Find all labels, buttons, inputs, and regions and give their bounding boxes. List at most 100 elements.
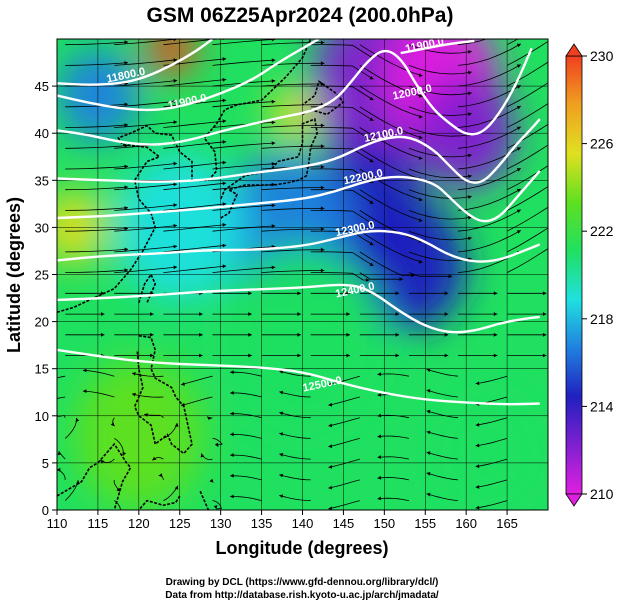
streamline-arrow xyxy=(542,291,547,296)
streamline-arrow xyxy=(214,442,219,447)
streamline-arrow xyxy=(377,434,382,439)
streamline-arrow xyxy=(122,451,127,456)
contour-12000 xyxy=(57,47,533,146)
streamline xyxy=(377,435,409,439)
streamline xyxy=(408,189,472,199)
streamline-arrow xyxy=(369,96,374,101)
streamline-arrow xyxy=(124,226,128,231)
streamline xyxy=(212,121,276,128)
streamline-arrow xyxy=(320,206,325,211)
x-tick-label: 110 xyxy=(47,516,68,531)
streamline-arrow xyxy=(475,485,480,489)
streamline xyxy=(131,393,164,398)
streamline xyxy=(426,472,459,481)
streamline xyxy=(114,39,178,46)
y-tick-label: 25 xyxy=(35,268,49,283)
streamline-arrow xyxy=(34,382,38,386)
streamline-arrow xyxy=(467,195,472,199)
streamline-arrow xyxy=(516,106,521,110)
streamline xyxy=(261,104,325,108)
streamline-arrow xyxy=(297,291,301,296)
temperature-blob xyxy=(147,39,197,77)
streamline xyxy=(310,168,374,184)
streamline xyxy=(261,208,325,211)
streamline xyxy=(181,396,213,406)
streamline-arrow xyxy=(542,332,547,337)
coastline xyxy=(57,462,99,497)
x-axis: 110 115 120 125 130 135 140 145 150 155 160 165 xyxy=(47,510,518,531)
streamline-arrow xyxy=(418,94,423,98)
streamline-arrow xyxy=(271,162,276,166)
credit-dcl: Drawing by DCL (https://www.gfd-dennou.o… xyxy=(166,577,439,588)
streamline-arrow xyxy=(377,455,382,459)
streamline-arrow xyxy=(418,73,423,77)
streamline xyxy=(475,479,508,488)
streamline-arrow xyxy=(418,156,423,160)
streamline xyxy=(65,103,129,108)
streamline xyxy=(475,458,508,467)
streamline-arrow xyxy=(34,402,38,406)
streamline-arrow xyxy=(346,353,350,358)
streamline xyxy=(82,370,115,377)
x-tick-label: 155 xyxy=(414,516,436,531)
streamline xyxy=(114,183,178,191)
streamline-arrow xyxy=(516,126,521,131)
contour-12200 xyxy=(57,170,541,223)
colorbar: 210 214 218 222 226 230 xyxy=(565,43,614,507)
streamline xyxy=(163,244,227,253)
streamline xyxy=(230,496,262,501)
streamline xyxy=(131,372,164,377)
streamline xyxy=(310,127,374,142)
y-tick-label: 35 xyxy=(35,173,49,188)
streamline-arrow xyxy=(124,61,128,65)
streamline xyxy=(426,369,459,377)
streamline xyxy=(163,182,227,191)
streamline-arrow xyxy=(377,392,382,397)
streamline-arrow xyxy=(271,99,276,104)
streamline-arrow xyxy=(213,505,218,510)
streamline-arrow xyxy=(173,99,178,104)
y-tick-label: 30 xyxy=(35,220,49,235)
streamline-arrow xyxy=(200,453,205,458)
streamline-arrow xyxy=(222,57,227,61)
streamline xyxy=(310,147,374,163)
x-tick-label: 140 xyxy=(292,516,314,531)
streamline-arrow xyxy=(150,332,154,337)
streamline-arrow xyxy=(418,114,423,119)
colorbar-top-arrow xyxy=(565,43,583,57)
contour-11900 xyxy=(400,39,475,55)
streamline-arrow xyxy=(320,61,325,66)
streamline xyxy=(426,451,459,460)
streamline-arrow xyxy=(230,473,234,478)
streamline xyxy=(65,41,129,46)
streamline xyxy=(506,227,548,253)
streamline xyxy=(114,266,178,273)
x-tick-label: 165 xyxy=(496,516,518,531)
streamline-arrow xyxy=(173,265,178,270)
streamline-arrow xyxy=(516,168,521,172)
streamline xyxy=(180,375,213,386)
streamline-arrow xyxy=(222,119,227,124)
streamline-arrow xyxy=(297,312,301,316)
coastline xyxy=(138,495,181,510)
streamline-arrow xyxy=(158,473,163,477)
streamline xyxy=(359,147,423,180)
colorbar-tick-label: 218 xyxy=(590,311,614,327)
streamline-arrow xyxy=(222,264,227,269)
streamline xyxy=(408,210,472,220)
streamline xyxy=(261,270,325,273)
streamline xyxy=(310,210,374,225)
streamline xyxy=(230,433,262,439)
streamline xyxy=(163,485,179,501)
grid xyxy=(57,39,548,510)
streamline-arrow xyxy=(230,390,234,395)
streamline-arrow xyxy=(76,480,80,484)
streamline xyxy=(408,230,472,241)
streamline-arrow xyxy=(418,197,423,202)
y-tick-label: 5 xyxy=(42,456,49,471)
streamline-arrow xyxy=(207,416,212,421)
streamline xyxy=(163,141,227,149)
streamline xyxy=(359,65,423,97)
streamline-arrow xyxy=(444,291,449,296)
plot-area: 11800.011900.011900.012000.012100.012200… xyxy=(34,39,548,510)
